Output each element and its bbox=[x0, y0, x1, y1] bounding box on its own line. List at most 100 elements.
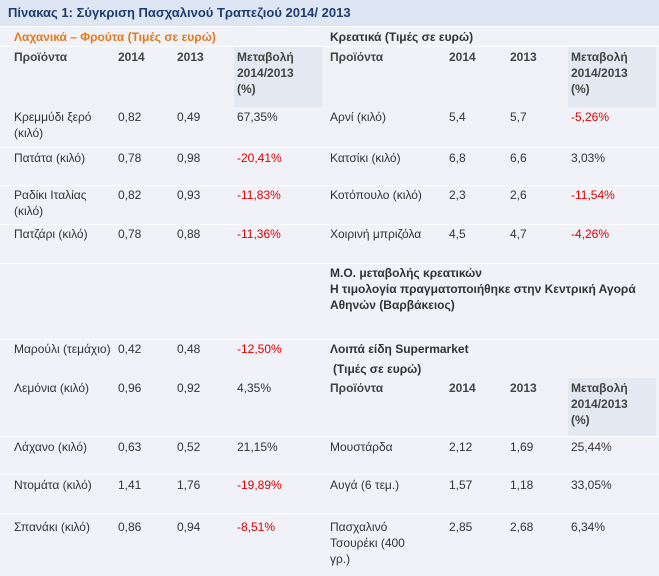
meat-change: -4,26% bbox=[571, 227, 610, 241]
veg-header-change-l3: (%) bbox=[237, 82, 256, 96]
meat-2014: 6,8 bbox=[449, 151, 466, 165]
super-name: Μουστάρδα bbox=[330, 440, 393, 454]
veg-change: 67,35% bbox=[237, 110, 278, 124]
meat-change: -5,26% bbox=[571, 110, 610, 124]
meat-name: Χοιρινή μπριζόλα bbox=[330, 227, 422, 241]
veg-2014: 0,78 bbox=[118, 227, 142, 241]
meat-change: 3,03% bbox=[571, 151, 606, 165]
meat-2013: 5,7 bbox=[510, 110, 527, 124]
table-row: Σπανάκι (κιλό) 0,86 0,94 -8,51% Πασχαλιν… bbox=[0, 514, 659, 576]
veg-change: -20,41% bbox=[237, 151, 282, 165]
veg-2013: 0,88 bbox=[177, 227, 201, 241]
super-2014: 2,85 bbox=[449, 520, 473, 534]
veg-2014: 0,42 bbox=[118, 342, 142, 356]
meat-header-2014: 2014 bbox=[449, 50, 476, 64]
veg-name: Κρεμμύδι ξερό (κιλό) bbox=[14, 110, 92, 140]
veg-change: -8,51% bbox=[237, 520, 276, 534]
meat-2014: 5,4 bbox=[449, 110, 466, 124]
veg-2014: 0,63 bbox=[118, 440, 142, 454]
table-row: Ραδίκι Ιταλίας (κιλό) 0,82 0,93 -11,83% … bbox=[0, 186, 659, 224]
veg-change: -12,50% bbox=[237, 342, 282, 356]
table-row: Κρεμμύδι ξερό (κιλό) 0,82 0,49 67,35% Αρ… bbox=[0, 107, 659, 147]
veg-2014: 0,96 bbox=[118, 381, 142, 395]
veg-2014: 0,78 bbox=[118, 151, 142, 165]
veg-name: Λεμόνια (κιλό) bbox=[14, 381, 90, 395]
veg-change: 21,15% bbox=[237, 440, 278, 454]
meat-change: -11,54% bbox=[571, 188, 615, 202]
veg-2014: 0,86 bbox=[118, 520, 142, 534]
veg-2014: 0,82 bbox=[118, 110, 142, 124]
super-2014: 2,12 bbox=[449, 440, 473, 454]
super-2014: 1,57 bbox=[449, 478, 473, 492]
meat-header-2013: 2013 bbox=[510, 50, 537, 64]
veg-2013: 0,98 bbox=[177, 151, 201, 165]
meat-2014: 2,3 bbox=[449, 188, 466, 202]
super-header-change-l2: 2014/2013 bbox=[571, 397, 628, 411]
super-header-2013: 2013 bbox=[510, 381, 537, 395]
meat-2013: 6,6 bbox=[510, 151, 527, 165]
table-row: Πατάτα (κιλό) 0,78 0,98 -20,41% Κατσίκι … bbox=[0, 148, 659, 185]
veg-2013: 0,92 bbox=[177, 381, 201, 395]
meat-header-change-l1: Μεταβολή bbox=[571, 50, 628, 64]
veg-change: 4,35% bbox=[237, 381, 272, 395]
table-row: Μαρούλι (τεμάχιο) 0,42 0,48 -12,50% Λοιπ… bbox=[0, 340, 659, 378]
veg-2013: 1,76 bbox=[177, 478, 201, 492]
super-change: 33,05% bbox=[571, 478, 612, 492]
meat-header-product: Προϊόντα bbox=[330, 50, 384, 64]
meat-note: Μ.Ο. μεταβολής κρεατικών Η τιμολογία πρα… bbox=[330, 266, 636, 312]
meat-2013: 2,6 bbox=[510, 188, 527, 202]
super-header-change-l3: (%) bbox=[571, 413, 590, 427]
table-row: Ντομάτα (κιλό) 1,41 1,76 -19,89% Αυγά (6… bbox=[0, 475, 659, 513]
table-row: Λάχανο (κιλό) 0,63 0,52 21,15% Μουστάρδα… bbox=[0, 437, 659, 474]
veg-name: Σπανάκι (κιλό) bbox=[14, 520, 90, 534]
veg-name: Ραδίκι Ιταλίας (κιλό) bbox=[14, 188, 87, 218]
veg-2013: 0,94 bbox=[177, 520, 201, 534]
super-header-2014: 2014 bbox=[449, 381, 476, 395]
super-change: 25,44% bbox=[571, 440, 612, 454]
note-row: Μ.Ο. μεταβολής κρεατικών Η τιμολογία πρα… bbox=[0, 264, 659, 339]
veg-name: Ντομάτα (κιλό) bbox=[14, 478, 92, 492]
meat-name: Κατσίκι (κιλό) bbox=[330, 151, 401, 165]
table-caption: Πίνακας 1: Σύγκριση Πασχαλινού Τραπεζιού… bbox=[0, 0, 659, 26]
meat-name: Αρνί (κιλό) bbox=[330, 110, 386, 124]
table-row: Πατζάρι (κιλό) 0,78 0,88 -11,36% Χοιρινή… bbox=[0, 225, 659, 263]
veg-header-2013: 2013 bbox=[177, 50, 204, 64]
veg-header-change-l2: 2014/2013 bbox=[237, 66, 294, 80]
veg-header-2014: 2014 bbox=[118, 50, 145, 64]
veg-change: -11,83% bbox=[237, 188, 281, 202]
meat-header-change-l3: (%) bbox=[571, 82, 590, 96]
super-name: Πασχαλινό Τσουρέκι (400 γρ.) bbox=[330, 520, 405, 566]
meat-section-title: Κρεατικά (Τιμές σε ευρώ) bbox=[330, 30, 474, 44]
veg-name: Πατάτα (κιλό) bbox=[14, 151, 86, 165]
veg-name: Μαρούλι (τεμάχιο) bbox=[14, 342, 111, 356]
veg-2013: 0,49 bbox=[177, 110, 201, 124]
veg-2014: 1,41 bbox=[118, 478, 142, 492]
veg-header-change: Μεταβολή 2014/2013 (%) bbox=[234, 47, 322, 107]
meat-header-change: Μεταβολή 2014/2013 (%) bbox=[568, 47, 656, 107]
meat-header-change-l2: 2014/2013 bbox=[571, 66, 628, 80]
super-2013: 2,68 bbox=[510, 520, 534, 534]
super-change: 6,34% bbox=[571, 520, 606, 534]
supermarket-title: Λοιπά είδη Supermarket bbox=[330, 342, 469, 356]
meat-2014: 4,5 bbox=[449, 227, 466, 241]
section-title-row: Λαχανικά – Φρούτα (Τιμές σε ευρώ) Κρεατι… bbox=[0, 27, 659, 46]
super-2013: 1,69 bbox=[510, 440, 534, 454]
veg-2013: 0,52 bbox=[177, 440, 201, 454]
supermarket-subtitle: (Τιμές σε ευρώ) bbox=[333, 362, 422, 376]
veg-header-change-l1: Μεταβολή bbox=[237, 50, 294, 64]
veg-2013: 0,93 bbox=[177, 188, 201, 202]
table-row: Λεμόνια (κιλό) 0,96 0,92 4,35% Προϊόντα … bbox=[0, 378, 659, 436]
veg-change: -11,36% bbox=[237, 227, 281, 241]
veg-2014: 0,82 bbox=[118, 188, 142, 202]
veg-header-product: Προϊόντα bbox=[14, 50, 68, 64]
meat-2013: 4,7 bbox=[510, 227, 527, 241]
veg-change: -19,89% bbox=[237, 478, 282, 492]
meat-name: Κοτόπουλο (κιλό) bbox=[330, 188, 422, 202]
veg-section-title: Λαχανικά – Φρούτα (Τιμές σε ευρώ) bbox=[14, 30, 216, 44]
header-row: Προϊόντα 2014 2013 Μεταβολή 2014/2013 (%… bbox=[0, 47, 659, 107]
super-header-product: Προϊόντα bbox=[330, 381, 384, 395]
veg-2013: 0,48 bbox=[177, 342, 201, 356]
veg-name: Πατζάρι (κιλό) bbox=[14, 227, 88, 241]
super-header-change-l1: Μεταβολή bbox=[571, 381, 628, 395]
